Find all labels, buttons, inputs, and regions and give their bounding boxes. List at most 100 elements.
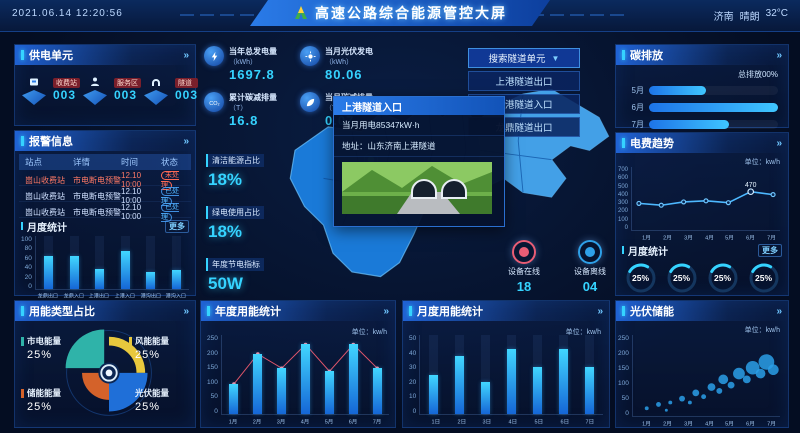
y-tick: 0 xyxy=(28,282,32,290)
panel-more-arrow[interactable]: » xyxy=(776,305,782,317)
pie-slice-grid[interactable] xyxy=(65,329,105,369)
power-unit-item[interactable]: 服务区 003 xyxy=(80,75,141,105)
device-value: 04 xyxy=(582,279,598,294)
panel-header: 光伏储能 » xyxy=(616,301,788,321)
panel-header: 报警信息 » xyxy=(15,131,195,151)
co2-icon: CO₂ xyxy=(204,92,224,112)
bar-group xyxy=(341,335,365,414)
legend-value: 25% xyxy=(27,349,53,361)
x-label: 3日 xyxy=(482,419,492,426)
col-site: 站点 xyxy=(25,157,43,167)
search-input[interactable]: 搜索隧道单元 ▼ xyxy=(468,48,580,68)
panel-header: 碳排放 » xyxy=(616,45,788,65)
panel-header: 电费趋势 » xyxy=(616,133,788,153)
cell-time: 12.10 10:00 xyxy=(121,171,142,189)
legend-tick xyxy=(129,336,132,346)
y-tick: 40 xyxy=(409,349,417,357)
bar-group xyxy=(525,335,551,414)
bar xyxy=(171,270,181,289)
panel-more-arrow[interactable]: » xyxy=(597,305,603,317)
bar-plot xyxy=(419,335,603,415)
y-tick: 100 xyxy=(207,378,218,386)
stat-value: 16.8 xyxy=(229,113,259,128)
x-label: 1月 xyxy=(228,419,238,426)
carbon-row: 7月 xyxy=(616,116,788,133)
y-tick: 300 xyxy=(618,200,629,207)
legend-label: 市电能量 xyxy=(27,336,62,346)
monthly-bar-chart: 50 40 30 20 10 0 xyxy=(403,333,609,415)
bar xyxy=(44,256,54,289)
top-header: 2021.06.14 12:20:56 高速公路综合能源管控大屏 济南 晴朗 32°… xyxy=(0,0,800,32)
pie-svg xyxy=(65,329,152,416)
stat-unit: （kWh） xyxy=(229,59,257,66)
y-tick: 50 xyxy=(210,393,218,401)
cell-site: 崮山收费站 xyxy=(25,207,65,217)
stat-item: 当年总发电量 （kWh） 1697.8 xyxy=(204,46,294,82)
bar-group xyxy=(446,335,472,414)
panel-more-arrow[interactable]: » xyxy=(776,137,782,149)
svg-text:CO₂: CO₂ xyxy=(209,101,219,107)
panel-title: 碳排放 xyxy=(630,50,663,62)
line-plot: 470 xyxy=(631,167,780,231)
pv-bubble-chart: 250 200 150 100 50 0 xyxy=(618,335,780,417)
tooltip-usage: 当月用电85347kW·h xyxy=(334,115,504,136)
cell-site: 崮山收费站 xyxy=(25,191,65,201)
y-tick: 150 xyxy=(207,364,218,372)
bar xyxy=(229,383,239,414)
bar-group xyxy=(36,236,62,289)
panel-more-arrow[interactable]: » xyxy=(383,305,389,317)
generation-stats: 当年总发电量 （kWh） 1697.8 当月光伏发电 （kWh） 80.06 CO₂ 累计碳减… xyxy=(204,46,390,128)
x-label: 港沟出口 xyxy=(140,294,161,300)
pie-slice-pv[interactable] xyxy=(109,372,148,412)
y-tick: 700 xyxy=(618,167,629,173)
carbon-row: 6月 xyxy=(616,99,788,116)
more-button[interactable]: 更多 xyxy=(758,243,782,257)
status-badge: 未处理 xyxy=(161,171,179,190)
stat-item: CO₂ 累计碳减排量 （T） 16.8 xyxy=(204,92,294,128)
power-unit-item[interactable]: 隧道 003 xyxy=(141,75,199,105)
header-decor-line xyxy=(180,14,300,16)
bar xyxy=(585,366,595,414)
panel-more-arrow[interactable]: » xyxy=(183,305,189,317)
bar-group xyxy=(499,335,525,414)
bar-group xyxy=(317,335,341,414)
panel-header: 月度用能统计 » xyxy=(403,301,609,321)
bar xyxy=(253,353,263,414)
alarm-table-body: 崮山收费站 市电断电预警 12.10 10:00 未处理 崮山收费站 市电断电预警 12.1… xyxy=(15,170,195,222)
pie-slice-wind[interactable] xyxy=(108,336,146,374)
x-label: 5月 xyxy=(324,419,334,426)
x-label: 6月 xyxy=(746,421,756,428)
y-tick: 600 xyxy=(618,175,629,182)
panel-power-units: 供电单元» 收费站 003 服务区 003 隧道 003 xyxy=(14,44,199,126)
power-unit-item[interactable]: 收费站 003 xyxy=(19,75,80,105)
table-row[interactable]: 崮山收费站 市电断电预警 12.10 10:00 未处理 xyxy=(19,170,191,190)
cell-status: 已处理 xyxy=(161,186,185,206)
table-row[interactable]: 崮山收费站 市电断电预警 12.10 10:00 已处理 xyxy=(19,186,191,206)
map-region-east[interactable] xyxy=(475,89,609,198)
x-axis: 1日 2日 3日 4日 5日 6日 7日 xyxy=(403,415,609,426)
bar xyxy=(348,344,358,414)
datetime: 2021.06.14 12:20:56 xyxy=(12,8,123,19)
bar xyxy=(481,382,490,414)
panel-more-arrow[interactable]: » xyxy=(183,135,189,147)
bar xyxy=(324,371,334,414)
legend-tick xyxy=(21,336,24,346)
dropdown-option[interactable]: 上港隧道出口 xyxy=(468,71,580,91)
y-tick: 100 xyxy=(21,236,32,243)
bar-group xyxy=(270,335,294,414)
panel-more-arrow[interactable]: » xyxy=(776,49,782,61)
legend-item: 储能能量 25% xyxy=(21,387,85,413)
gauge: 25% xyxy=(705,260,741,296)
table-row[interactable]: 崮山收费站 市电断电预警 12.10 10:00 已处理 xyxy=(19,202,191,222)
more-button[interactable]: 更多 xyxy=(165,219,189,233)
panel-more-arrow[interactable]: » xyxy=(183,49,189,61)
x-label: 7月 xyxy=(767,235,776,242)
y-tick: 250 xyxy=(207,335,218,342)
leaf-icon xyxy=(300,92,320,112)
stat-unit: （T） xyxy=(229,105,248,112)
panel-alarm: 报警信息» 站点 详情 时间 状态 崮山收费站 市电断电预警 12.10 10:00… xyxy=(14,130,196,299)
y-tick: 40 xyxy=(24,264,32,272)
device-label: 设备离线 xyxy=(574,267,606,276)
energy-pie-chart: 市电能量 25% 风能能量 25% 储能能量 25% 光伏能量 25% xyxy=(15,321,195,425)
indicator-value: 18% xyxy=(208,170,243,189)
